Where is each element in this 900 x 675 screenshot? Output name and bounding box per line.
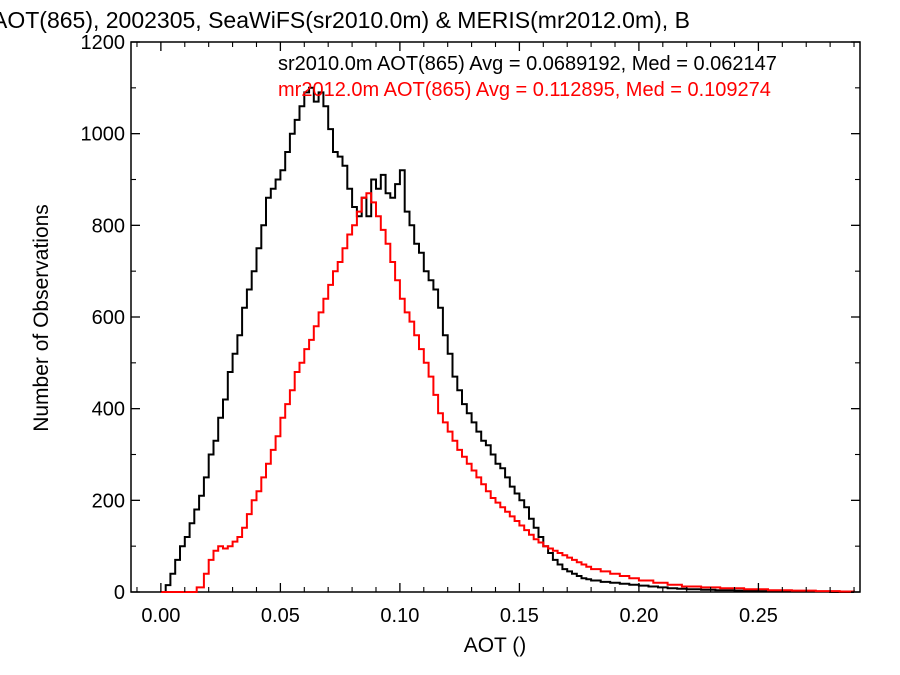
x-tick-label: 0.05 [261,605,300,627]
histogram-curves [160,86,855,593]
x-tick-label: 0.20 [619,605,658,627]
y-tick-label: 1000 [81,124,126,146]
legend-entry-sr2010: sr2010.0m AOT(865) Avg = 0.0689192, Med … [278,53,777,75]
x-tick-label: 0.25 [739,605,778,627]
legend-entry-mr2012: mr2012.0m AOT(865) Avg = 0.112895, Med =… [278,79,771,101]
y-tick-label: 400 [92,399,125,421]
y-tick-label: 200 [92,490,125,512]
x-tick-label: 0.15 [500,605,539,627]
y-tick-label: 800 [92,215,125,237]
y-axis: 0 200 400 600 800 1000 1200 [81,32,860,604]
y-tick-label: 1200 [81,32,126,54]
series-sr2010-line [160,86,854,593]
x-axis: 0.00 0.05 0.10 0.15 0.20 0.25 [136,42,855,627]
x-tick-label: 0.00 [141,605,180,627]
x-tick-label: 0.10 [380,605,419,627]
plot-frame [130,41,861,593]
x-axis-title: AOT () [464,634,527,657]
y-axis-title: Number of Observations [30,204,53,432]
y-tick-label: 600 [92,307,125,329]
series-mr2012-line [160,192,855,593]
chart-title: AOT(865), 2002305, SeaWiFS(sr2010.0m) & … [0,7,690,33]
y-tick-label: 0 [114,582,125,604]
